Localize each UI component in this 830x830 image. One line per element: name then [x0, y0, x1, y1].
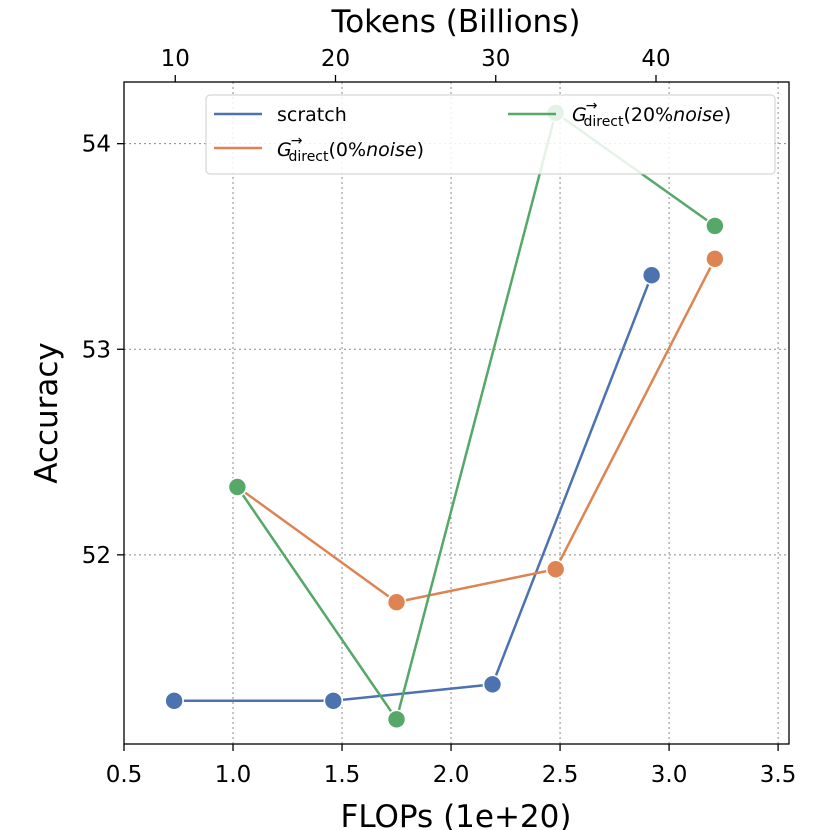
data-point-scratch: [482, 674, 503, 695]
data-point-direct-20-noise: [386, 709, 407, 730]
ticks: 0.5 1.0 1.5 2.0 2.5 3.0 3.5 52 53 54 10 20 30 40: [82, 46, 797, 788]
y-tick-label: 54: [82, 132, 111, 158]
y-tick-label: 53: [82, 337, 111, 363]
y-axis-title: Accuracy: [29, 342, 65, 484]
plot-frame: [123, 81, 790, 745]
legend-item-direct-0-noise: G→ direct(0%noise): [214, 133, 424, 165]
series-direct-0-noise: [227, 249, 725, 612]
top-x-tick-label: 40: [641, 46, 670, 72]
legend-box: [205, 94, 776, 175]
series-scratch: [164, 265, 662, 711]
x-tick-label: 0.5: [106, 762, 143, 788]
y-tick-label: 52: [82, 543, 111, 569]
data-point-scratch: [164, 691, 184, 711]
data-point-direct-0-noise: [386, 592, 407, 612]
data-point-direct-20-noise: [227, 477, 248, 497]
top-x-tick-label: 30: [481, 46, 510, 72]
x-tick-label: 2.5: [542, 762, 579, 788]
series-line-direct-0-noise: [236, 258, 717, 604]
legend-label-scratch: scratch: [277, 104, 347, 126]
data-point-direct-0-noise: [705, 249, 725, 269]
x-tick-label: 2.0: [433, 762, 470, 788]
x-tick-label: 1.5: [324, 762, 361, 788]
x-tick-label: 1.0: [215, 762, 252, 788]
x-axis-title: FLOPs (1e+20): [341, 799, 572, 830]
legend-label-direct-20-noise: G→ direct(20%noise): [572, 98, 731, 130]
data-point-scratch: [641, 265, 662, 286]
legend-item-scratch: scratch: [214, 104, 347, 126]
grid: [123, 82, 789, 744]
legend-item-direct-20-noise: G→ direct(20%noise): [508, 98, 731, 130]
series-layer: [164, 103, 725, 730]
legend-label-direct-0-noise: G→ direct(0%noise): [277, 133, 424, 165]
series-line-direct-20-noise: [236, 111, 716, 721]
data-point-scratch: [323, 691, 344, 711]
top-x-tick-label: 10: [161, 46, 190, 72]
x-tick-label: 3.0: [651, 762, 688, 788]
data-point-direct-0-noise: [545, 559, 566, 580]
x-tick-label: 3.5: [760, 762, 797, 788]
top-x-tick-label: 20: [321, 46, 350, 72]
series-line-scratch: [174, 274, 653, 703]
data-point-direct-20-noise: [705, 216, 725, 236]
top-x-axis-title: Tokens (Billions): [331, 4, 581, 40]
series-direct-20-noise: [227, 103, 725, 730]
legend: scratch G→ direct(0%noise) G→ direct(20%no…: [205, 94, 776, 175]
